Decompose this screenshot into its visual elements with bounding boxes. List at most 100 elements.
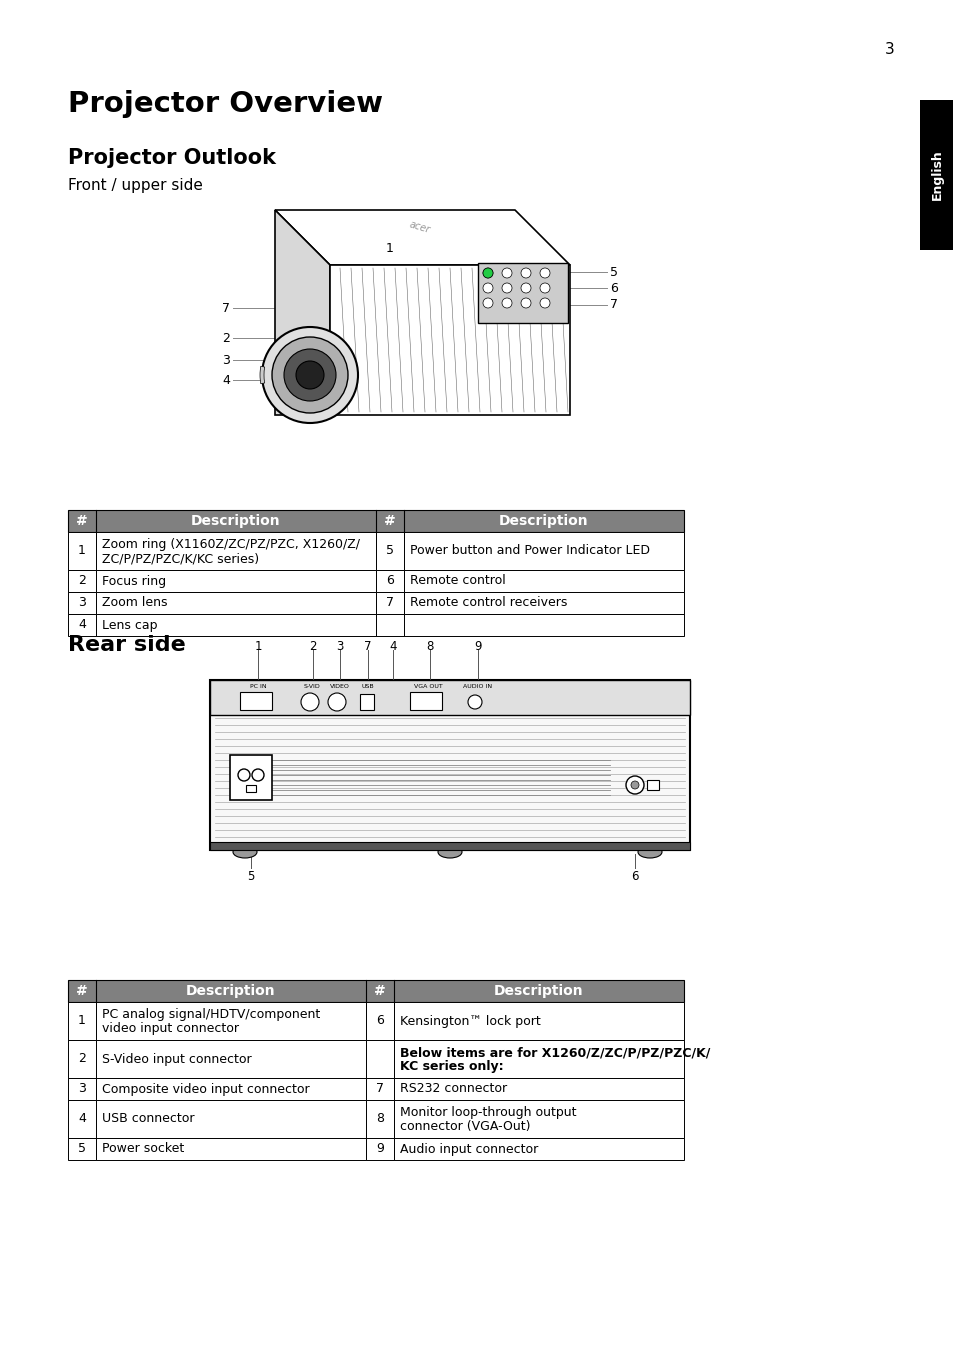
Text: 1: 1 [386,242,394,255]
Bar [68,615,96,637]
Circle shape [482,268,493,278]
Circle shape [468,695,481,709]
Bar [375,533,403,570]
Text: acer: acer [408,219,431,235]
Circle shape [501,283,512,293]
Text: PC analog signal/HDTV/component: PC analog signal/HDTV/component [102,1008,320,1021]
Text: connector (VGA-Out): connector (VGA-Out) [399,1120,530,1134]
Circle shape [630,780,639,789]
Bar [68,1077,96,1101]
Text: Lens cap: Lens cap [102,619,157,631]
Circle shape [539,298,550,308]
Bar [96,570,375,591]
Text: Composite video input connector: Composite video input connector [102,1083,310,1095]
Text: Monitor loop-through output: Monitor loop-through output [399,1106,576,1118]
Text: 3: 3 [336,639,343,653]
Text: Power socket: Power socket [102,1143,184,1155]
Bar [96,1138,366,1160]
Text: Audio input connector: Audio input connector [399,1143,537,1155]
Bar [96,1002,366,1040]
Circle shape [520,283,531,293]
Bar [410,691,441,711]
Ellipse shape [638,846,661,858]
Text: Below items are for X1260/Z/ZC/P/PZ/PZC/K/: Below items are for X1260/Z/ZC/P/PZ/PZC/… [399,1046,710,1060]
Bar [96,533,375,570]
Text: KC series only:: KC series only: [399,1060,503,1073]
Bar [366,1002,394,1040]
Text: S-VID: S-VID [303,684,320,689]
Text: Description: Description [494,984,583,998]
Polygon shape [274,209,330,415]
Bar [68,570,96,591]
Circle shape [272,337,348,413]
Wedge shape [260,367,264,383]
Text: 3: 3 [78,1083,86,1095]
Text: Zoom lens: Zoom lens [102,597,168,609]
Text: 4: 4 [389,639,396,653]
Text: 1: 1 [78,1014,86,1028]
Text: Projector Overview: Projector Overview [68,90,382,118]
Bar [210,842,689,850]
Bar [394,1040,683,1077]
Bar [366,1101,394,1138]
Bar [210,680,689,850]
Text: Front / upper side: Front / upper side [68,178,203,193]
Text: 5: 5 [78,1143,86,1155]
Text: 6: 6 [375,1014,383,1028]
Text: English: English [929,149,943,200]
Circle shape [539,268,550,278]
Text: 4: 4 [78,1113,86,1125]
Text: #: # [374,984,385,998]
Text: 1: 1 [78,545,86,557]
Text: PC IN: PC IN [250,684,266,689]
Bar [96,1040,366,1077]
Text: 2: 2 [78,575,86,587]
Text: video input connector: video input connector [102,1023,239,1035]
Text: 6: 6 [609,282,618,294]
Circle shape [262,327,357,423]
Circle shape [482,298,493,308]
Circle shape [237,769,250,780]
Bar [96,591,375,615]
Bar [68,1138,96,1160]
Text: 5: 5 [247,871,254,883]
Bar [96,615,375,637]
Text: Power button and Power Indicator LED: Power button and Power Indicator LED [410,545,649,557]
Text: #: # [384,513,395,528]
Bar [68,511,683,533]
Text: 3: 3 [222,353,230,367]
Text: #: # [76,984,88,998]
Text: Description: Description [186,984,275,998]
Text: 7: 7 [375,1083,384,1095]
Text: VIDEO: VIDEO [330,684,350,689]
Text: 7: 7 [222,301,230,315]
Bar [403,591,683,615]
Text: 2: 2 [78,1053,86,1065]
Text: Remote control: Remote control [410,575,505,587]
Text: AUDIO IN: AUDIO IN [463,684,492,689]
Circle shape [501,268,512,278]
Text: 8: 8 [426,639,434,653]
Text: 4: 4 [78,619,86,631]
Circle shape [295,361,324,389]
Bar [68,1040,96,1077]
Bar [919,100,953,251]
Circle shape [301,693,318,711]
Text: Projector Outlook: Projector Outlook [68,148,275,168]
Bar [394,1002,683,1040]
Circle shape [482,283,493,293]
Text: 7: 7 [386,597,394,609]
Bar [359,694,374,711]
Bar [375,591,403,615]
Text: S-Video input connector: S-Video input connector [102,1053,252,1065]
Polygon shape [330,266,569,415]
Text: 9: 9 [474,639,481,653]
Circle shape [520,268,531,278]
Bar [394,1138,683,1160]
Bar [68,533,96,570]
Text: VGA OUT: VGA OUT [414,684,442,689]
Ellipse shape [437,846,461,858]
Bar [68,1101,96,1138]
Bar [646,780,659,790]
Bar [375,615,403,637]
